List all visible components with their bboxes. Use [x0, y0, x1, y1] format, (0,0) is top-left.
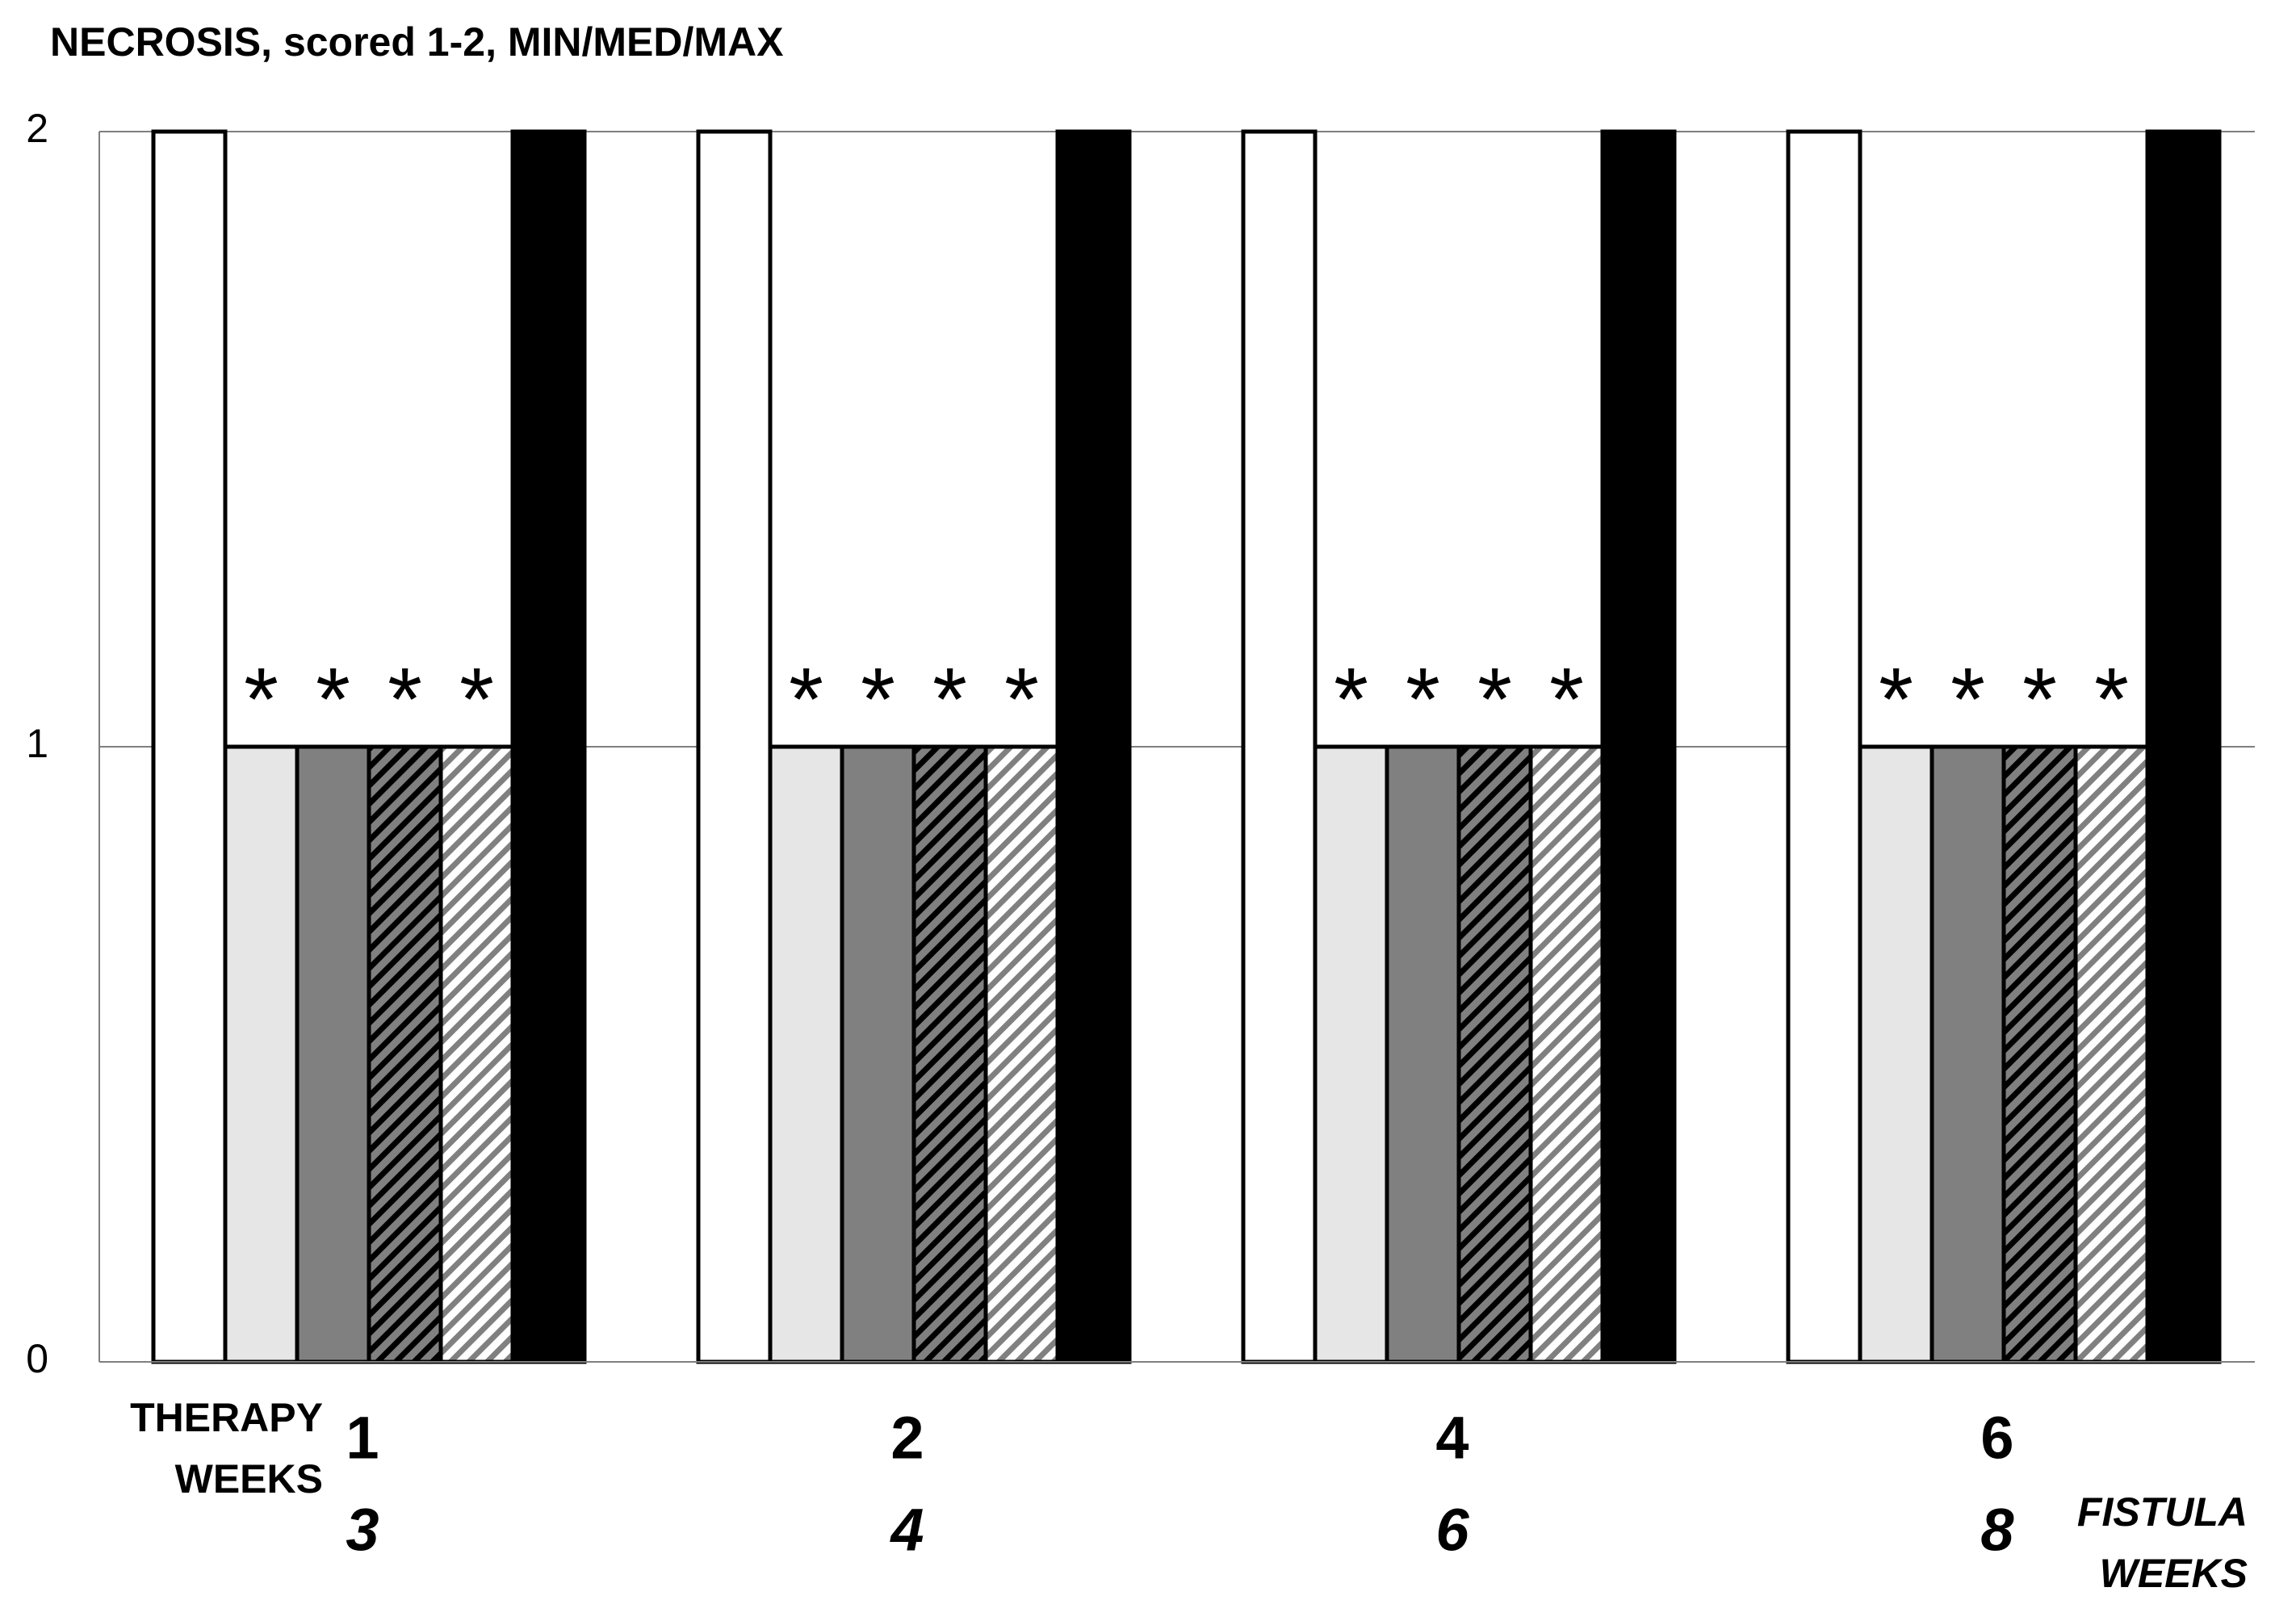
y-tick-label: 2: [26, 106, 48, 151]
bar: [2073, 744, 2150, 1364]
bar: [2001, 744, 2078, 1364]
x-tick-label: 2: [890, 1405, 924, 1472]
significance-marker: *: [1549, 650, 1584, 749]
y-tick-label: 1: [26, 721, 48, 766]
bar: [1055, 129, 1132, 1364]
x2-tick-label: 6: [1435, 1497, 1469, 1564]
x-tick-label: 4: [1435, 1405, 1469, 1472]
bar: [367, 744, 443, 1364]
bar: [223, 744, 300, 1364]
x2-tick-label: 3: [346, 1497, 379, 1564]
significance-marker: *: [459, 650, 494, 749]
x-axis-label: THERAPY: [130, 1395, 323, 1440]
bar: [510, 129, 587, 1364]
significance-marker: *: [1950, 650, 1985, 749]
bar: [1241, 129, 1318, 1364]
bar: [696, 129, 773, 1364]
bar: [1528, 744, 1605, 1364]
significance-marker: *: [932, 650, 967, 749]
bar: [840, 744, 916, 1364]
significance-marker: *: [861, 650, 895, 749]
bar: [1600, 129, 1677, 1364]
significance-marker: *: [1004, 650, 1039, 749]
x-tick-label: 6: [1980, 1405, 2013, 1472]
significance-marker: *: [1879, 650, 1913, 749]
bar: [1313, 744, 1389, 1364]
significance-marker: *: [1477, 650, 1512, 749]
bar: [1385, 744, 1461, 1364]
x-tick-label: 1: [346, 1405, 379, 1472]
bar: [1456, 744, 1533, 1364]
significance-marker: *: [316, 650, 350, 749]
significance-marker: *: [244, 650, 279, 749]
bar: [151, 129, 228, 1364]
significance-marker: *: [388, 650, 422, 749]
bar: [983, 744, 1060, 1364]
bar: [768, 744, 844, 1364]
significance-marker: *: [1334, 650, 1368, 749]
bar: [911, 744, 988, 1364]
x2-tick-label: 8: [1980, 1497, 2014, 1564]
bar: [1929, 744, 2006, 1364]
y-tick-label: 0: [26, 1336, 48, 1381]
bar: [2145, 129, 2222, 1364]
bar: [1858, 744, 1934, 1364]
x2-axis-label: FISTULA: [2077, 1489, 2248, 1535]
x2-tick-label: 4: [889, 1497, 924, 1564]
x2-axis-label: WEEKS: [2100, 1551, 2248, 1596]
significance-marker: *: [789, 650, 823, 749]
bar: [295, 744, 371, 1364]
chart-title: NECROSIS, scored 1-2, MIN/MED/MAX: [50, 19, 784, 65]
significance-marker: *: [1406, 650, 1440, 749]
significance-marker: *: [2094, 650, 2129, 749]
x-axis-label: WEEKS: [175, 1456, 323, 1502]
significance-marker: *: [2022, 650, 2057, 749]
bar: [438, 744, 515, 1364]
bar: [1786, 129, 1862, 1364]
